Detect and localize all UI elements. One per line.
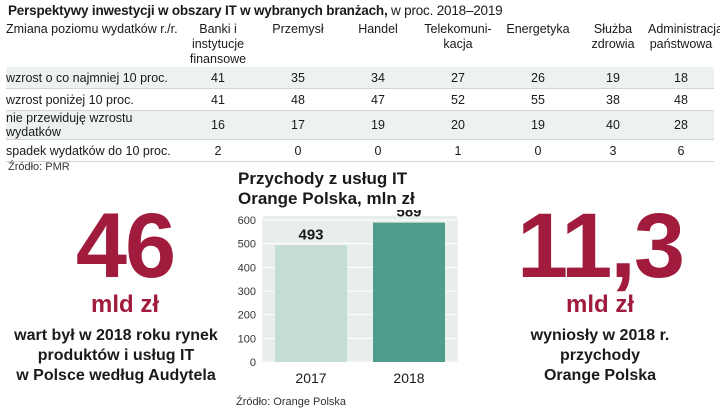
- table-cell: 0: [338, 139, 418, 162]
- table-cell: 19: [498, 110, 578, 140]
- table-cell: 34: [338, 67, 418, 89]
- bar-2018: [373, 222, 445, 362]
- bar-2017: [275, 245, 347, 362]
- revenue-description: wyniosły w 2018 r. przychody Orange Pols…: [530, 327, 670, 384]
- table-cell: 0: [498, 139, 578, 162]
- table-header-row: Zmiana poziomu wydatków r./r. Banki i in…: [6, 20, 720, 67]
- table-cell: 18: [648, 67, 714, 89]
- bar-value-label: 493: [298, 226, 323, 243]
- table-cell: 35: [258, 67, 338, 89]
- revenue-bar-chart: 0 100 200 300 400 500 600 493 2017 589 2018: [238, 210, 458, 386]
- x-category-label: 2017: [295, 370, 326, 386]
- column-header: Energetyka: [506, 22, 570, 36]
- table-cell: 1: [418, 139, 498, 162]
- row-label: wzrost poniżej 10 proc.: [6, 88, 178, 111]
- column-header: Administracja państwowa: [648, 22, 720, 51]
- table-title: Perspektywy inwestycji w obszary IT w wy…: [8, 3, 503, 18]
- x-category-label: 2018: [393, 370, 424, 386]
- table-cell: 41: [178, 88, 258, 111]
- column-header: Telekomuni-kacja: [424, 22, 492, 51]
- table-cell: 47: [338, 88, 418, 111]
- chart-source: Źródło: Orange Polska: [236, 396, 347, 408]
- column-header: Przemysł: [272, 22, 324, 36]
- column-header: Banki i instytucje finansowe: [189, 22, 247, 66]
- header-row-label: Zmiana poziomu wydatków r./r.: [6, 22, 178, 36]
- column-header: Służba zdrowia: [591, 22, 635, 51]
- y-tick-label: 300: [238, 286, 256, 298]
- table-cell: 19: [578, 67, 648, 89]
- table-cell: 27: [418, 67, 498, 89]
- column-header: Handel: [358, 22, 398, 36]
- market-value-unit: mld zł: [90, 291, 159, 318]
- chart-title: Przychody z usług IT Orange Polska, mln …: [238, 169, 415, 208]
- y-tick-label: 0: [250, 357, 256, 369]
- table-row: spadek wydatków do 10 proc. 2 0 0 1 0 3 6: [6, 139, 714, 162]
- y-tick-label: 600: [238, 215, 256, 227]
- table-cell: 16: [178, 110, 258, 140]
- table-cell: 48: [258, 88, 338, 111]
- table-cell: 2: [178, 139, 258, 162]
- market-value-number: 46: [75, 195, 176, 297]
- table-row: nie przewiduję wzrostu wydatków 16 17 19 20 1…: [6, 110, 714, 140]
- table-cell: 40: [578, 110, 648, 140]
- table-cell: 26: [498, 67, 578, 89]
- y-tick-label: 200: [238, 310, 256, 322]
- investment-table: Zmiana poziomu wydatków r./r. Banki i in…: [6, 20, 720, 162]
- table-cell: 38: [578, 88, 648, 111]
- row-label: nie przewiduję wzrostu wydatków: [6, 110, 178, 140]
- table-cell: 0: [258, 139, 338, 162]
- y-tick-label: 400: [238, 262, 256, 274]
- table-cell: 19: [338, 110, 418, 140]
- bar-value-label: 589: [396, 210, 421, 221]
- table-cell: 48: [648, 88, 714, 111]
- table-cell: 52: [418, 88, 498, 111]
- revenue-number: 11,3: [517, 195, 685, 297]
- row-label: spadek wydatków do 10 proc.: [6, 139, 178, 162]
- y-tick-label: 500: [238, 239, 256, 251]
- table-row: wzrost poniżej 10 proc. 41 48 47 52 55 38 48: [6, 88, 714, 111]
- table-cell: 3: [578, 139, 648, 162]
- table-row: wzrost o co najmniej 10 proc. 41 35 34 27 26 1…: [6, 67, 714, 89]
- table-cell: 55: [498, 88, 578, 111]
- revenue-unit: mld zł: [565, 291, 634, 318]
- row-label: wzrost o co najmniej 10 proc.: [6, 67, 178, 89]
- table-cell: 17: [258, 110, 338, 140]
- table-cell: 20: [418, 110, 498, 140]
- table-cell: 28: [648, 110, 714, 140]
- market-value-description: wart był w 2018 roku rynek produktów i u…: [14, 327, 218, 384]
- table-cell: 6: [648, 139, 714, 162]
- table-cell: 41: [178, 67, 258, 89]
- table-source: Źródło: PMR: [8, 161, 70, 173]
- y-tick-label: 100: [238, 333, 256, 345]
